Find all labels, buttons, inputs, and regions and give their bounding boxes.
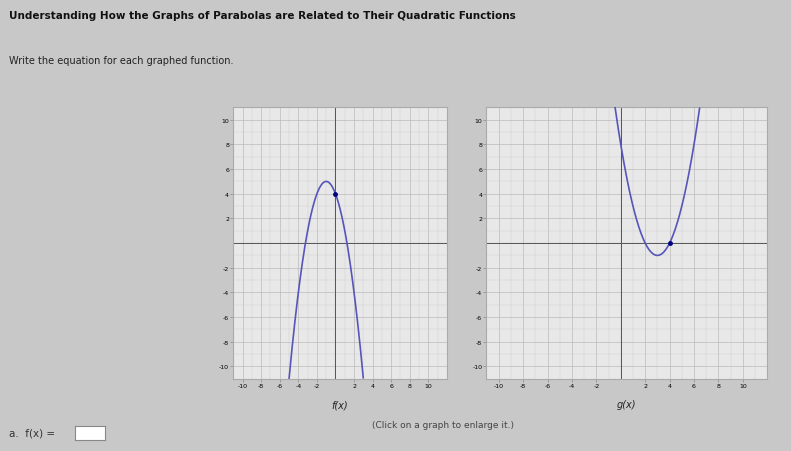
Text: Understanding How the Graphs of Parabolas are Related to Their Quadratic Functio: Understanding How the Graphs of Parabola… bbox=[9, 11, 517, 21]
Text: f(x): f(x) bbox=[331, 399, 349, 409]
Text: Write the equation for each graphed function.: Write the equation for each graphed func… bbox=[9, 56, 234, 66]
Text: a.  f(x) =: a. f(x) = bbox=[9, 428, 55, 437]
Text: (Click on a graph to enlarge it.): (Click on a graph to enlarge it.) bbox=[372, 420, 514, 429]
Text: g(x): g(x) bbox=[617, 399, 637, 409]
